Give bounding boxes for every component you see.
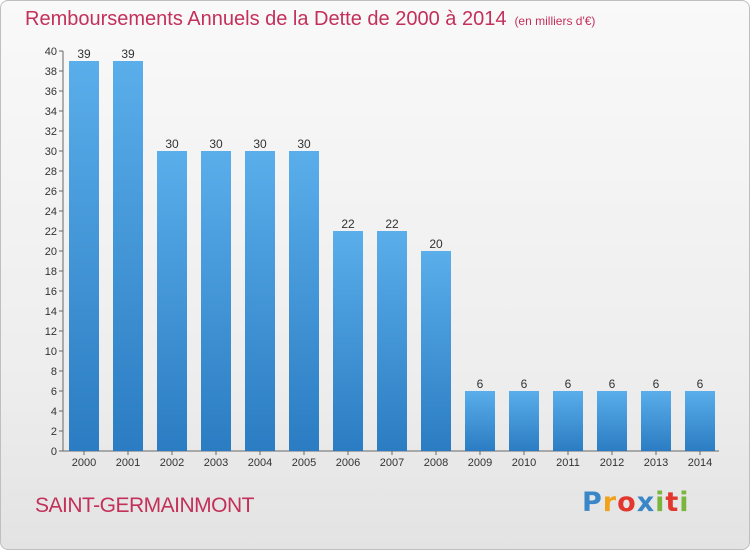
bar-value-label: 6 <box>565 377 572 391</box>
y-tick-label: 0 <box>51 446 57 458</box>
bar-value-label: 6 <box>521 377 528 391</box>
x-tick-label: 2013 <box>644 457 668 469</box>
logo-letter: i <box>655 487 666 518</box>
bar <box>641 391 671 451</box>
logo-letter: o <box>617 487 637 518</box>
chart-title: Remboursements Annuels de la Dette de 20… <box>25 8 595 31</box>
x-tick-label: 2014 <box>688 457 712 469</box>
bar-value-label: 6 <box>653 377 660 391</box>
bar-value-label: 30 <box>209 137 223 151</box>
bar-value-label: 39 <box>121 47 135 61</box>
chart-bars <box>69 61 715 451</box>
bar <box>465 391 495 451</box>
x-tick-label: 2011 <box>556 457 580 469</box>
x-tick-label: 2008 <box>424 457 448 469</box>
x-tick-label: 2009 <box>468 457 492 469</box>
y-tick-label: 16 <box>45 286 57 298</box>
bar <box>289 151 319 451</box>
bar <box>509 391 539 451</box>
y-tick-label: 6 <box>51 386 57 398</box>
y-tick-label: 8 <box>51 366 57 378</box>
bar <box>201 151 231 451</box>
y-tick-label: 34 <box>45 106 57 118</box>
bar-value-label: 39 <box>77 47 91 61</box>
y-tick-label: 12 <box>45 326 57 338</box>
bar <box>333 231 363 451</box>
bar <box>245 151 275 451</box>
y-tick-label: 32 <box>45 126 57 138</box>
y-tick-label: 40 <box>45 46 57 58</box>
bar-value-label: 22 <box>385 217 399 231</box>
bar <box>421 251 451 451</box>
bar-value-label: 6 <box>697 377 704 391</box>
logo-letter: P <box>582 487 603 518</box>
bar-value-label: 30 <box>297 137 311 151</box>
logo-letter: r <box>602 487 618 518</box>
y-tick-label: 30 <box>45 146 57 158</box>
commune-name: SAINT-GERMAINMONT <box>35 494 255 517</box>
x-tick-label: 2012 <box>600 457 624 469</box>
bar <box>69 61 99 451</box>
x-tick-label: 2010 <box>512 457 536 469</box>
logo-letter: i <box>679 487 690 518</box>
x-tick-label: 2004 <box>248 457 272 469</box>
chart-title-text: Remboursements Annuels de la Dette de 20… <box>25 8 507 30</box>
x-tick-label: 2001 <box>116 457 140 469</box>
bar-value-label: 22 <box>341 217 355 231</box>
x-tick-label: 2003 <box>204 457 228 469</box>
chart-unit-note: (en milliers d'€) <box>514 14 596 28</box>
y-tick-label: 18 <box>45 266 57 278</box>
y-tick-label: 26 <box>45 186 57 198</box>
y-tick-label: 14 <box>45 306 57 318</box>
y-tick-label: 24 <box>45 206 57 218</box>
bar <box>113 61 143 451</box>
chart-labels: 39 2000 39 2001 30 2002 30 2003 30 2004 30 2005 22 20… <box>72 47 712 469</box>
bar-value-label: 30 <box>253 137 267 151</box>
y-tick-label: 10 <box>45 346 57 358</box>
logo-letter: t <box>665 487 680 518</box>
bar <box>377 231 407 451</box>
bar-value-label: 30 <box>165 137 179 151</box>
y-tick-label: 28 <box>45 166 57 178</box>
y-tick-label: 4 <box>51 406 57 418</box>
x-tick-label: 2000 <box>72 457 96 469</box>
x-tick-label: 2005 <box>292 457 316 469</box>
bar <box>553 391 583 451</box>
bar <box>157 151 187 451</box>
bar-value-label: 6 <box>477 377 484 391</box>
y-tick-label: 36 <box>45 86 57 98</box>
bar <box>685 391 715 451</box>
y-tick-label: 22 <box>45 226 57 238</box>
proxiti-logo: Proxiti <box>582 487 690 518</box>
logo-letter: x <box>636 487 656 518</box>
y-tick-label: 2 <box>51 426 57 438</box>
x-tick-label: 2002 <box>160 457 184 469</box>
x-tick-label: 2007 <box>380 457 404 469</box>
bar-value-label: 6 <box>609 377 616 391</box>
y-tick-label: 38 <box>45 66 57 78</box>
y-tick-label: 20 <box>45 246 57 258</box>
x-tick-label: 2006 <box>336 457 360 469</box>
bar-value-label: 20 <box>429 237 443 251</box>
bar <box>597 391 627 451</box>
